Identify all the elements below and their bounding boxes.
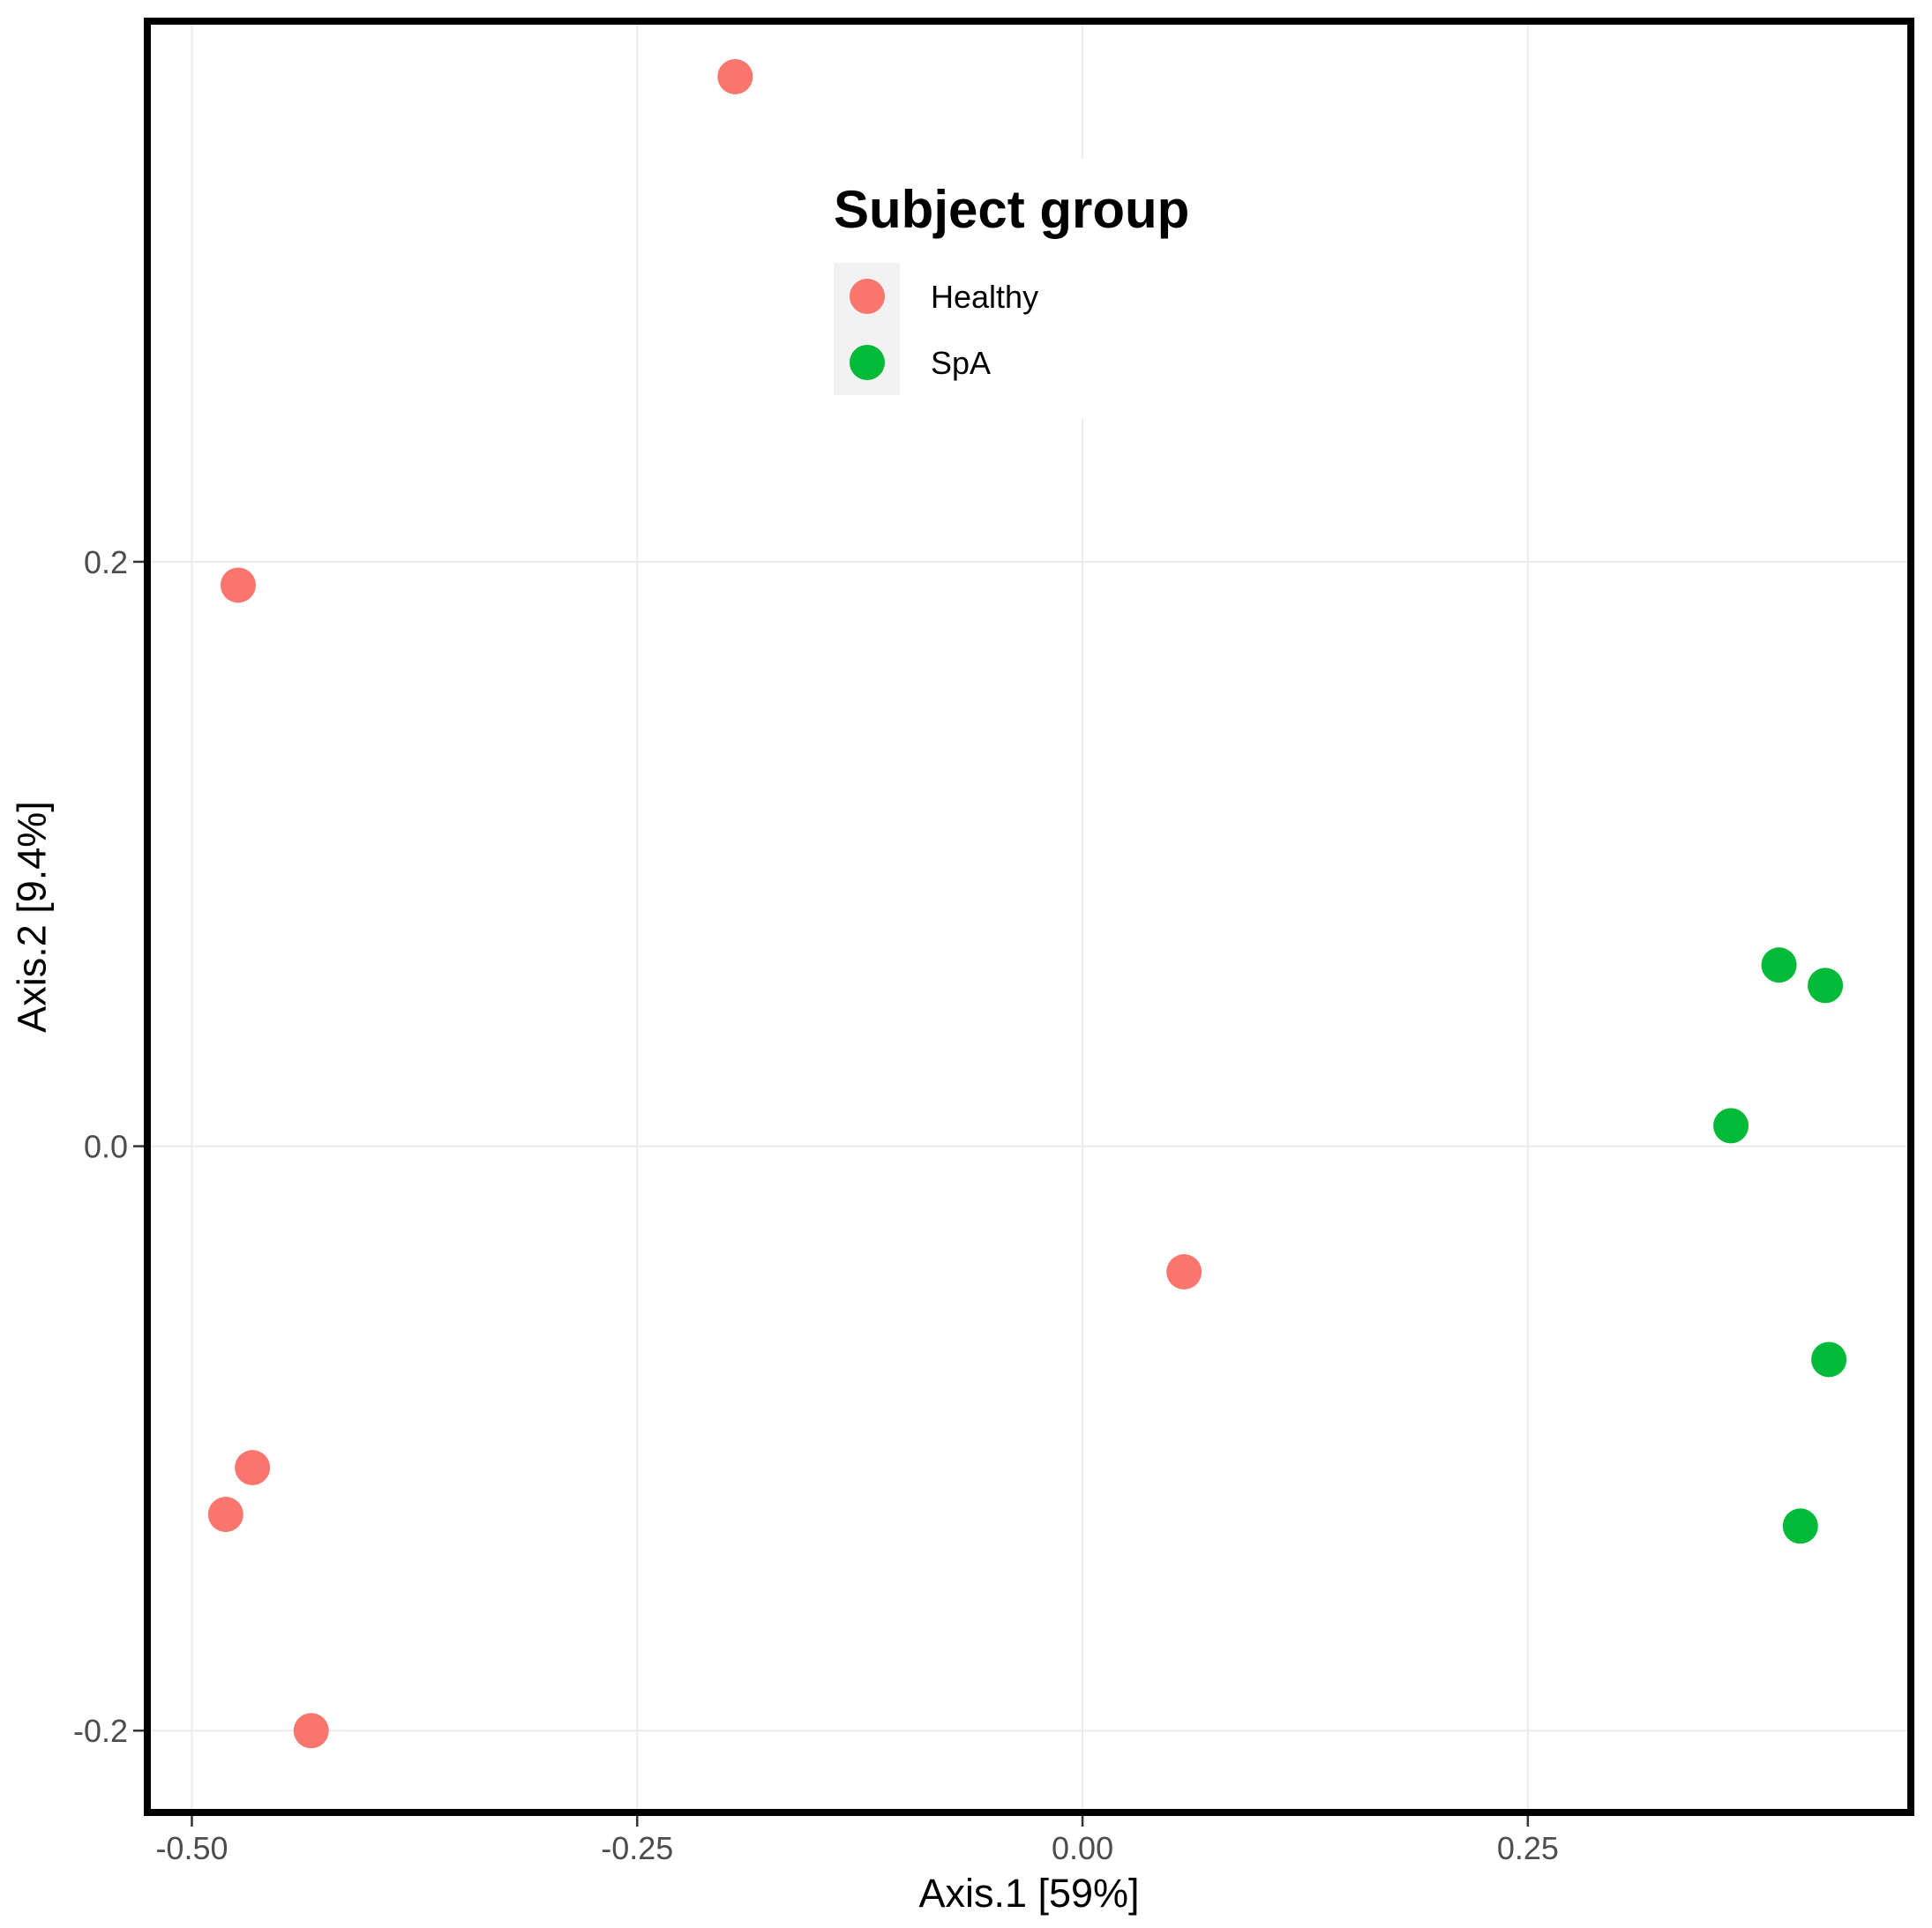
data-point-healthy <box>220 567 256 603</box>
plot-panel-border <box>144 18 1914 1816</box>
legend-label-healthy: Healthy <box>931 279 1038 315</box>
data-point-healthy <box>293 1713 329 1749</box>
x-tick-label: -0.50 <box>155 1830 228 1866</box>
legend: Subject group Healthy SpA <box>834 159 1257 419</box>
data-point-spa <box>1761 947 1797 983</box>
x-tick-label: -0.25 <box>601 1830 673 1866</box>
x-tick-label: 0.25 <box>1497 1830 1559 1866</box>
data-point-spa <box>1713 1108 1749 1144</box>
y-tick-label: 0.0 <box>84 1129 128 1165</box>
data-point-healthy <box>717 58 753 94</box>
legend-title: Subject group <box>834 180 1189 239</box>
y-axis-title: Axis.2 [9.4%] <box>10 801 55 1033</box>
data-point-spa <box>1811 1341 1847 1378</box>
legend-key-spa <box>850 345 885 380</box>
data-point-spa <box>1808 968 1844 1004</box>
legend-label-spa: SpA <box>931 345 991 381</box>
y-tick-label: 0.2 <box>84 544 128 580</box>
data-point-spa <box>1782 1508 1818 1544</box>
x-tick-label: 0.00 <box>1052 1830 1113 1866</box>
x-axis-title: Axis.1 [59%] <box>918 1871 1139 1916</box>
data-point-healthy <box>235 1450 271 1486</box>
data-point-healthy <box>1166 1254 1202 1290</box>
y-tick-label: -0.2 <box>73 1713 128 1749</box>
legend-key-healthy <box>850 279 885 314</box>
legend-background <box>834 159 1257 419</box>
data-point-healthy <box>207 1497 243 1533</box>
points-layer <box>207 58 1847 1749</box>
axes-layer: -0.50 -0.25 0.00 0.25 0.2 0.0 -0.2 <box>73 544 1559 1866</box>
legend-entries: Healthy SpA <box>834 263 1038 395</box>
